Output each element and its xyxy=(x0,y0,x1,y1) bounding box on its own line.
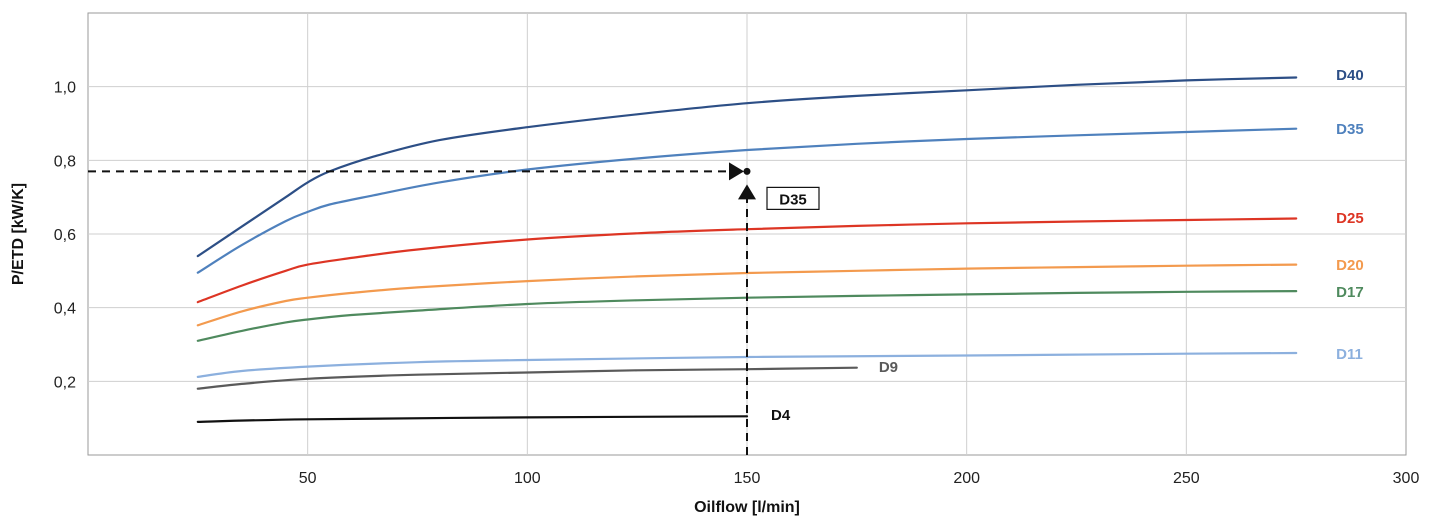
series-label-d17: D17 xyxy=(1336,284,1364,301)
x-tick-label: 50 xyxy=(299,470,317,487)
x-tick-label: 200 xyxy=(953,470,980,487)
reading-annotation: D35 xyxy=(88,162,820,455)
series-line-d40 xyxy=(196,76,1298,258)
y-tick-label: 0,8 xyxy=(54,153,76,170)
series-label-d20: D20 xyxy=(1336,257,1364,274)
y-tick-label: 1,0 xyxy=(54,80,76,97)
series-label-d9: D9 xyxy=(879,359,898,376)
series-label-d25: D25 xyxy=(1336,210,1364,227)
series-line-d17 xyxy=(196,290,1298,342)
reading-point xyxy=(743,167,751,175)
series-lines xyxy=(196,76,1298,423)
series-label-d11: D11 xyxy=(1336,346,1363,363)
series-line-d9 xyxy=(196,366,858,390)
y-tick-label: 0,2 xyxy=(54,374,76,391)
x-axis-title: Oilflow [l/min] xyxy=(694,499,800,516)
series-line-d4 xyxy=(196,415,749,423)
annotation-label: D35 xyxy=(779,191,807,208)
series-line-d25 xyxy=(196,217,1298,304)
horizontal-arrowhead xyxy=(729,162,744,181)
series-line-d11 xyxy=(196,351,1298,378)
series-label-d35: D35 xyxy=(1336,121,1364,138)
y-tick-label: 0,4 xyxy=(54,301,76,318)
x-tick-label: 150 xyxy=(734,470,761,487)
series-labels: D40 D35 D25 D20 D17 D11 D9 D4 xyxy=(771,67,1364,424)
annotation-box xyxy=(766,186,820,210)
series-line-d20 xyxy=(196,263,1298,327)
tick-labels: 50 100 150 200 250 300 0,2 0,4 0,6 0,8 1,0 xyxy=(54,80,1420,487)
x-tick-label: 250 xyxy=(1173,470,1200,487)
y-tick-label: 0,6 xyxy=(54,227,76,244)
y-axis-title: P/ETD [kW/K] xyxy=(10,183,27,285)
x-tick-label: 100 xyxy=(514,470,541,487)
series-label-d40: D40 xyxy=(1336,67,1364,84)
x-tick-label: 300 xyxy=(1393,470,1420,487)
series-line-d35 xyxy=(196,127,1298,274)
series-label-d4: D4 xyxy=(771,407,791,424)
vertical-arrowhead xyxy=(738,184,756,200)
